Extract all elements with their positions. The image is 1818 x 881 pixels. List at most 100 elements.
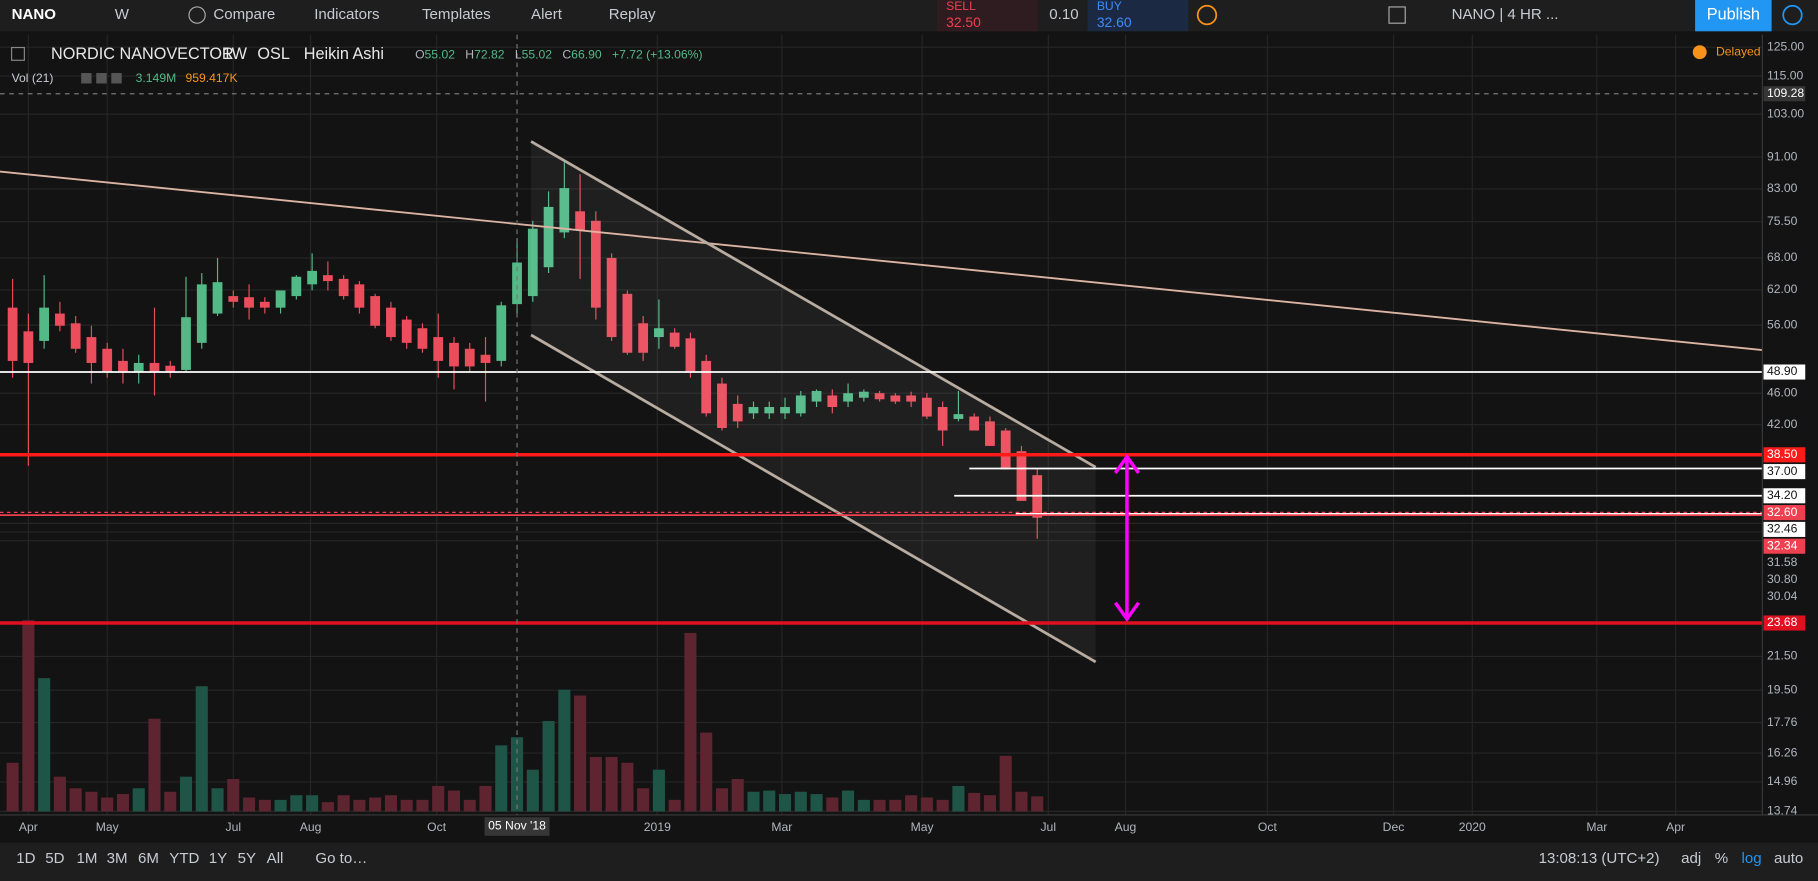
auto-toggle[interactable]: auto [1774, 850, 1803, 867]
candle-body [922, 397, 932, 417]
volume-bar [731, 778, 744, 812]
y-tick-label: 30.80 [1767, 572, 1798, 586]
candle-body [654, 328, 664, 338]
volume-label[interactable]: Vol (21) [12, 71, 54, 85]
candle-body [259, 301, 270, 308]
range-button[interactable]: YTD [169, 850, 199, 867]
symbol-search[interactable]: NANO [12, 6, 57, 23]
range-button[interactable]: All [267, 850, 284, 867]
indicators-button[interactable]: Indicators [314, 6, 379, 23]
y-tick-label: 14.96 [1767, 774, 1798, 788]
volume-bar [337, 795, 350, 812]
price-label: 32.60 [1767, 505, 1798, 519]
templates-button[interactable]: Templates [422, 6, 491, 23]
volume-bar [526, 769, 539, 812]
publish-button[interactable] [1695, 0, 1772, 32]
candle-body [417, 328, 428, 349]
compare-icon[interactable] [188, 6, 206, 24]
legend-style[interactable]: Heikin Ashi [304, 45, 384, 63]
range-button[interactable]: 3M [107, 850, 128, 867]
layout-icon[interactable] [1388, 6, 1406, 24]
sell-price: 32.50 [946, 14, 981, 30]
legend-icon[interactable] [111, 73, 122, 84]
candle-body [937, 407, 948, 431]
range-button[interactable]: 1D [16, 850, 35, 867]
goto-button[interactable]: Go to… [315, 850, 367, 867]
volume-bar [195, 686, 208, 812]
percent-toggle[interactable]: % [1715, 850, 1728, 867]
log-toggle[interactable]: log [1741, 850, 1761, 867]
volume-bar [416, 799, 429, 812]
sell-button[interactable] [936, 0, 1038, 32]
replay-button[interactable]: Replay [609, 6, 656, 23]
legend-icon[interactable] [81, 73, 92, 84]
volume-bar [968, 792, 981, 812]
volume-bar [132, 788, 145, 812]
volume-bar [605, 756, 618, 812]
x-tick-label: Mar [1586, 820, 1607, 834]
publish-label: Publish [1707, 5, 1760, 23]
legend-icon[interactable] [96, 73, 107, 84]
delayed-label: Delayed [1716, 44, 1761, 58]
x-tick-label: Apr [1666, 820, 1685, 834]
candle-body [133, 362, 144, 373]
layout-name[interactable]: NANO | 4 HR ... [1452, 6, 1559, 23]
y-tick-label: 46.00 [1767, 385, 1798, 399]
volume-bar [920, 797, 933, 812]
price-label-box [1763, 86, 1806, 102]
candle-body [370, 296, 381, 326]
y-tick-label: 30.04 [1767, 589, 1798, 603]
delayed-icon [1692, 45, 1707, 60]
volume-bar [148, 718, 161, 812]
volume-bar [794, 791, 807, 812]
y-tick-label: 13.74 [1767, 804, 1798, 818]
candle-body [322, 275, 333, 282]
range-button[interactable]: 1Y [209, 850, 227, 867]
volume-bar [321, 802, 334, 812]
candle-body [307, 270, 318, 285]
candle-body [732, 403, 743, 422]
candle-body [590, 220, 601, 308]
range-button[interactable]: 5Y [238, 850, 256, 867]
volume-bar [432, 785, 445, 812]
volume-bar [495, 745, 508, 812]
price-axis [1762, 34, 1818, 815]
candle-body [338, 278, 349, 297]
volume-bar [936, 799, 949, 812]
alert-button[interactable]: Alert [531, 6, 563, 23]
collapse-icon[interactable] [11, 46, 25, 61]
axis-labels: Apr May Jul Aug Oct 2019 Mar May Jul Aug Oct Dec 202… [19, 39, 1806, 836]
range-button[interactable]: 5D [45, 850, 64, 867]
range-button[interactable]: 1M [77, 850, 98, 867]
price-label: 23.68 [1767, 615, 1798, 629]
volume-bar [999, 755, 1012, 812]
y-tick-label: 68.00 [1767, 250, 1798, 264]
compare-button[interactable]: Compare [213, 6, 275, 23]
buy-button[interactable] [1087, 0, 1189, 32]
volume-bar [400, 799, 413, 812]
volume-bar [510, 737, 524, 812]
play-icon[interactable] [1782, 4, 1803, 26]
volume-bar [85, 791, 98, 812]
buy-price: 32.60 [1097, 14, 1132, 30]
price-label-box [1763, 521, 1806, 537]
interval-button[interactable]: W [115, 6, 130, 23]
candle-body [685, 338, 696, 373]
candle-body [512, 262, 522, 305]
candle-body [985, 421, 995, 446]
info-icon[interactable] [1196, 4, 1218, 26]
candle-body [1000, 430, 1011, 470]
volume-bar [589, 756, 602, 812]
target-arrow [1113, 453, 1140, 623]
volume-bar [715, 788, 729, 812]
adj-toggle[interactable]: adj [1681, 850, 1701, 867]
candle-body [39, 307, 50, 341]
candle-body [354, 284, 365, 308]
volume-bar [889, 799, 902, 812]
clock: 13:08:13 (UTC+2) [1539, 850, 1660, 867]
candle-body [165, 365, 176, 373]
range-button[interactable]: 6M [138, 850, 159, 867]
x-tick-label: Jul [1040, 820, 1056, 834]
